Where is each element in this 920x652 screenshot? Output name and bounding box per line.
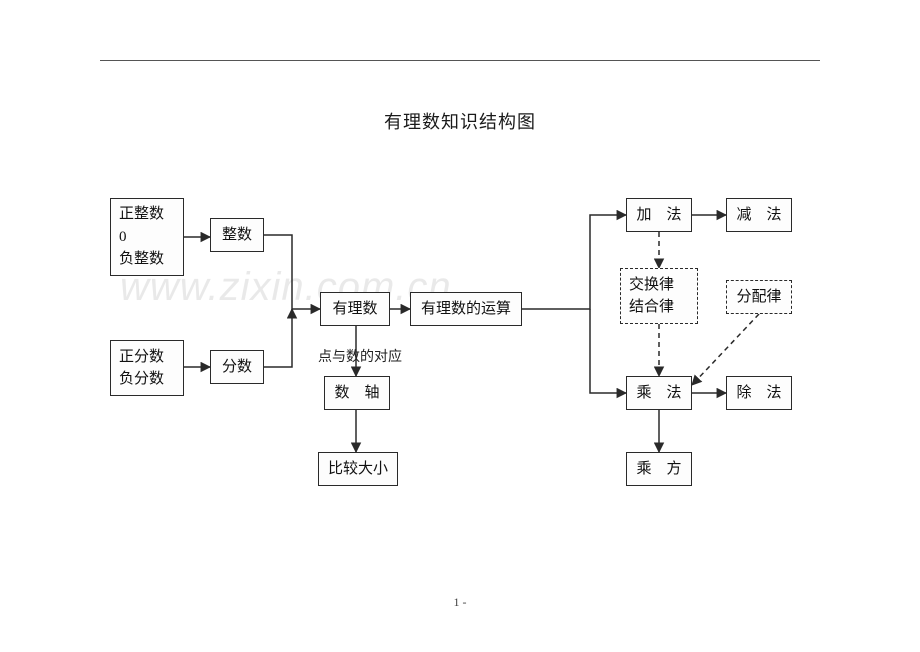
edge-7 — [522, 215, 626, 309]
edge-label-0: 点与数的对应 — [318, 346, 402, 366]
node-ops: 有理数的运算 — [410, 292, 522, 326]
node-line: 0 — [119, 226, 127, 249]
node-div: 除 法 — [726, 376, 792, 410]
page-title: 有理数知识结构图 — [0, 108, 920, 134]
edge-2 — [264, 235, 320, 309]
node-pow: 乘 方 — [626, 452, 692, 486]
flowchart: 正整数0负整数正分数负分数 整数分数 有理数有理数的运算数 轴比较大小 加 法减 法交… — [100, 190, 840, 530]
edge-3 — [264, 309, 292, 367]
node-rat: 有理数 — [320, 292, 390, 326]
node-line: 正分数 — [119, 346, 164, 369]
edge-13 — [692, 314, 759, 385]
node-line: 负分数 — [119, 368, 164, 391]
node-line: 负整数 — [119, 248, 164, 271]
node-add: 加 法 — [626, 198, 692, 232]
node-axis: 数 轴 — [324, 376, 390, 410]
page: 有理数知识结构图 www.zixin.com.cn 正整数0负整数正分数负分数整… — [0, 0, 920, 652]
node-line: 正整数 — [119, 203, 164, 226]
node-laws: 交换律结合律 — [620, 268, 698, 324]
node-mul: 乘 法 — [626, 376, 692, 410]
node-line: 交换律 — [629, 274, 674, 297]
node-dist: 分配律 — [726, 280, 792, 314]
node-fen: 分数 — [210, 350, 264, 384]
node-sub: 减 法 — [726, 198, 792, 232]
node-int: 整数 — [210, 218, 264, 252]
top-rule — [100, 60, 820, 61]
node-posint: 正整数0负整数 — [110, 198, 184, 276]
node-cmp: 比较大小 — [318, 452, 398, 486]
page-number: 1 - — [0, 595, 920, 610]
node-frac: 正分数负分数 — [110, 340, 184, 396]
node-line: 结合律 — [629, 296, 674, 319]
